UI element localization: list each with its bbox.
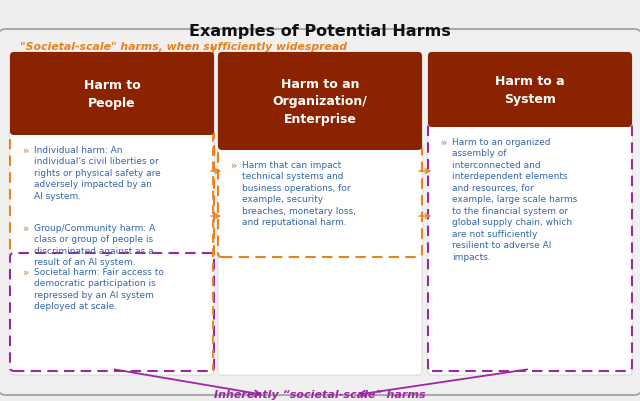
- Text: Societal harm: Fair access to
democratic participation is
repressed by an AI sys: Societal harm: Fair access to democratic…: [34, 267, 164, 311]
- FancyBboxPatch shape: [10, 132, 214, 257]
- Text: Harm to an
Organization/
Enterprise: Harm to an Organization/ Enterprise: [273, 77, 367, 126]
- Text: »: »: [230, 160, 236, 170]
- FancyBboxPatch shape: [10, 53, 214, 375]
- Text: Individual harm: An
individual’s civil liberties or
rights or physical safety ar: Individual harm: An individual’s civil l…: [34, 146, 161, 200]
- Text: Harm to an organized
assembly of
interconnected and
interdependent elements
and : Harm to an organized assembly of interco…: [452, 138, 577, 261]
- Text: »: »: [440, 138, 446, 148]
- Text: Harm to
People: Harm to People: [84, 79, 140, 110]
- FancyBboxPatch shape: [218, 53, 422, 375]
- Text: Harm to a
System: Harm to a System: [495, 75, 565, 106]
- Text: »: »: [22, 267, 28, 277]
- FancyBboxPatch shape: [0, 30, 640, 395]
- Text: Harm that can impact
technical systems and
business operations, for
example, sec: Harm that can impact technical systems a…: [242, 160, 356, 227]
- Text: "Societal-scale" harms, when sufficiently widespread: "Societal-scale" harms, when sufficientl…: [20, 42, 347, 52]
- FancyBboxPatch shape: [218, 53, 422, 151]
- Text: »: »: [22, 146, 28, 156]
- FancyBboxPatch shape: [10, 253, 214, 371]
- Text: Group/Community harm: A
class or group of people is
discriminated against as a
r: Group/Community harm: A class or group o…: [34, 223, 156, 267]
- Text: Examples of Potential Harms: Examples of Potential Harms: [189, 24, 451, 39]
- Text: Inherently “societal-scale” harms: Inherently “societal-scale” harms: [214, 389, 426, 399]
- FancyBboxPatch shape: [428, 53, 632, 375]
- FancyBboxPatch shape: [10, 53, 214, 136]
- Text: »: »: [22, 223, 28, 233]
- FancyBboxPatch shape: [218, 147, 422, 257]
- FancyBboxPatch shape: [428, 53, 632, 128]
- FancyBboxPatch shape: [428, 124, 632, 371]
